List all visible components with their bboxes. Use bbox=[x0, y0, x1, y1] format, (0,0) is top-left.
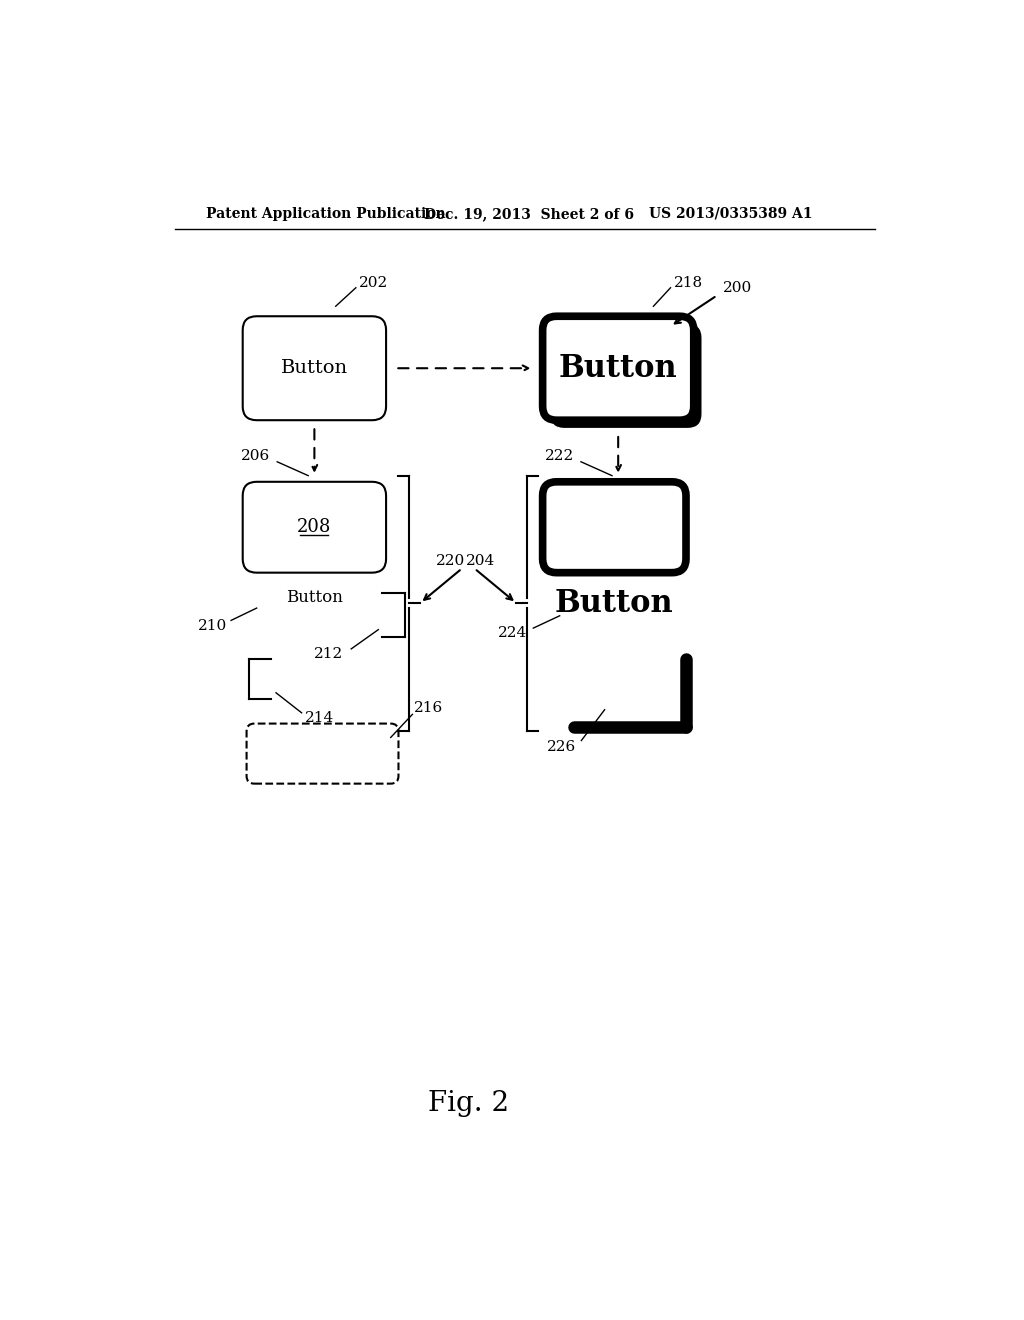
Text: US 2013/0335389 A1: US 2013/0335389 A1 bbox=[649, 207, 812, 220]
Text: 214: 214 bbox=[305, 711, 334, 725]
Text: 202: 202 bbox=[359, 276, 388, 290]
Text: 212: 212 bbox=[314, 647, 343, 661]
Text: Button: Button bbox=[555, 587, 674, 619]
Text: 224: 224 bbox=[498, 626, 527, 640]
Text: 200: 200 bbox=[723, 281, 753, 294]
Text: 208: 208 bbox=[297, 519, 332, 536]
Text: Patent Application Publication: Patent Application Publication bbox=[206, 207, 445, 220]
Text: Fig. 2: Fig. 2 bbox=[428, 1090, 510, 1118]
Text: 218: 218 bbox=[675, 276, 703, 290]
Text: 216: 216 bbox=[414, 701, 443, 715]
FancyBboxPatch shape bbox=[543, 317, 693, 420]
Text: Button: Button bbox=[286, 589, 343, 606]
Text: 222: 222 bbox=[545, 449, 573, 463]
Text: 210: 210 bbox=[198, 619, 227, 632]
Text: Button: Button bbox=[281, 359, 348, 378]
FancyBboxPatch shape bbox=[543, 482, 686, 573]
Text: 204: 204 bbox=[466, 553, 496, 568]
Text: 206: 206 bbox=[241, 449, 270, 463]
Text: 220: 220 bbox=[435, 553, 465, 568]
Text: Button: Button bbox=[559, 352, 678, 384]
FancyBboxPatch shape bbox=[243, 482, 386, 573]
FancyBboxPatch shape bbox=[243, 317, 386, 420]
FancyBboxPatch shape bbox=[247, 723, 398, 784]
Text: 226: 226 bbox=[547, 739, 575, 754]
Text: Dec. 19, 2013  Sheet 2 of 6: Dec. 19, 2013 Sheet 2 of 6 bbox=[424, 207, 634, 220]
FancyBboxPatch shape bbox=[550, 323, 701, 428]
